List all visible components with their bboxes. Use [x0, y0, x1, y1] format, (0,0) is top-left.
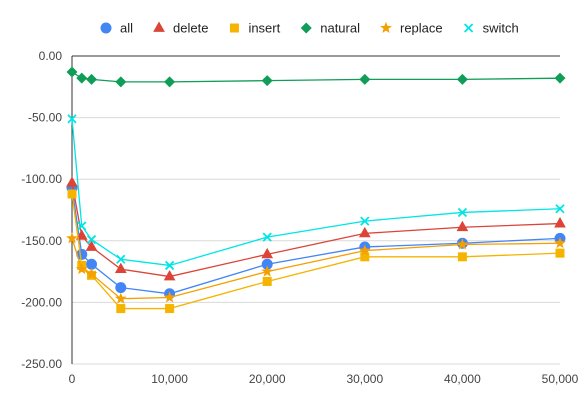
legend-label-switch: switch	[483, 21, 519, 36]
data-point-natural	[261, 75, 273, 87]
data-point-all	[115, 282, 127, 294]
data-point-replace	[358, 244, 371, 256]
data-point-insert	[360, 252, 370, 262]
data-point-insert	[165, 304, 175, 314]
data-point-switch	[116, 254, 126, 264]
data-point-replace	[66, 232, 78, 244]
legend-marker-insert	[229, 23, 239, 33]
data-point-natural	[164, 76, 176, 88]
legend-label-natural: natural	[320, 21, 360, 36]
data-point-delete	[358, 226, 371, 238]
x-tick-label: 50,000	[542, 372, 579, 386]
data-point-insert	[457, 252, 467, 262]
data-point-delete	[75, 229, 88, 240]
legend-item-replace[interactable]: replace	[380, 21, 443, 36]
data-point-natural	[115, 76, 127, 88]
series-line-natural	[71, 71, 561, 83]
legend-label-replace: replace	[400, 21, 443, 36]
legend-item-natural[interactable]: natural	[300, 21, 360, 36]
series-group	[66, 66, 566, 314]
data-point-natural	[66, 66, 78, 78]
x-tick-label: 10,000	[151, 372, 188, 386]
y-tick-label: 0.00	[39, 49, 63, 63]
data-point-switch	[262, 232, 272, 242]
data-point-delete	[85, 240, 98, 251]
data-point-natural	[359, 73, 371, 85]
y-tick-label: -250.00	[21, 357, 62, 371]
axes: 0.00 -50.00 -100.00 -150.00 -200.00 -250.00 0 1…	[21, 49, 578, 386]
legend: all delete insert natural replace switch	[100, 21, 519, 36]
data-point-replace	[456, 238, 469, 250]
data-point-insert	[67, 189, 77, 199]
data-point-switch	[77, 221, 87, 231]
data-point-switch	[457, 207, 468, 218]
data-point-switch	[164, 260, 175, 271]
data-point-insert	[116, 304, 126, 314]
gridlines	[72, 55, 560, 365]
legend-item-all[interactable]: all	[100, 21, 134, 36]
data-point-delete	[261, 247, 274, 259]
x-tick-label: 20,000	[249, 372, 286, 386]
legend-item-delete[interactable]: delete	[153, 21, 208, 36]
series-delete	[66, 176, 566, 281]
data-point-replace	[114, 292, 127, 304]
data-point-switch	[555, 204, 565, 214]
legend-label-all: all	[120, 21, 133, 36]
x-tick-label: 40,000	[444, 372, 481, 386]
data-point-switch	[67, 114, 77, 124]
data-point-replace	[75, 262, 88, 275]
data-point-all	[86, 258, 98, 270]
legend-marker-natural	[300, 22, 312, 34]
legend-marker-delete	[153, 21, 165, 32]
y-tick-label: -150.00	[21, 234, 62, 248]
x-tick-label: 30,000	[346, 372, 383, 386]
data-point-natural	[554, 72, 566, 84]
y-tick-label: -50.00	[28, 111, 62, 125]
data-point-delete	[114, 262, 127, 274]
y-tick-label: -200.00	[21, 295, 62, 309]
legend-marker-switch	[463, 23, 474, 33]
data-point-natural	[86, 73, 98, 85]
data-point-natural	[456, 73, 468, 85]
data-point-replace	[163, 291, 176, 303]
data-point-replace	[85, 267, 98, 280]
data-point-all	[261, 258, 273, 270]
data-point-delete	[456, 220, 469, 232]
data-point-replace	[554, 237, 566, 249]
y-tick-label: -100.00	[21, 172, 62, 186]
legend-item-insert[interactable]: insert	[229, 21, 281, 36]
data-point-insert	[262, 276, 272, 286]
data-point-insert	[555, 248, 565, 258]
data-point-all	[76, 248, 88, 260]
data-point-delete	[163, 270, 176, 281]
data-point-switch	[86, 234, 97, 245]
data-point-switch	[360, 216, 370, 226]
data-point-replace	[261, 265, 274, 277]
legend-label-insert: insert	[248, 21, 280, 36]
x-tick-label: 0	[69, 372, 76, 386]
legend-item-switch[interactable]: switch	[463, 21, 519, 36]
series-all	[66, 182, 566, 300]
legend-marker-replace	[380, 21, 392, 34]
series-natural	[66, 66, 566, 88]
data-point-natural	[76, 72, 88, 84]
series-insert	[67, 189, 565, 314]
legend-label-delete: delete	[173, 21, 208, 36]
data-point-delete	[66, 176, 78, 187]
series-switch	[67, 114, 565, 271]
data-point-delete	[554, 217, 566, 228]
legend-marker-all	[100, 22, 112, 34]
series-replace	[66, 232, 566, 304]
